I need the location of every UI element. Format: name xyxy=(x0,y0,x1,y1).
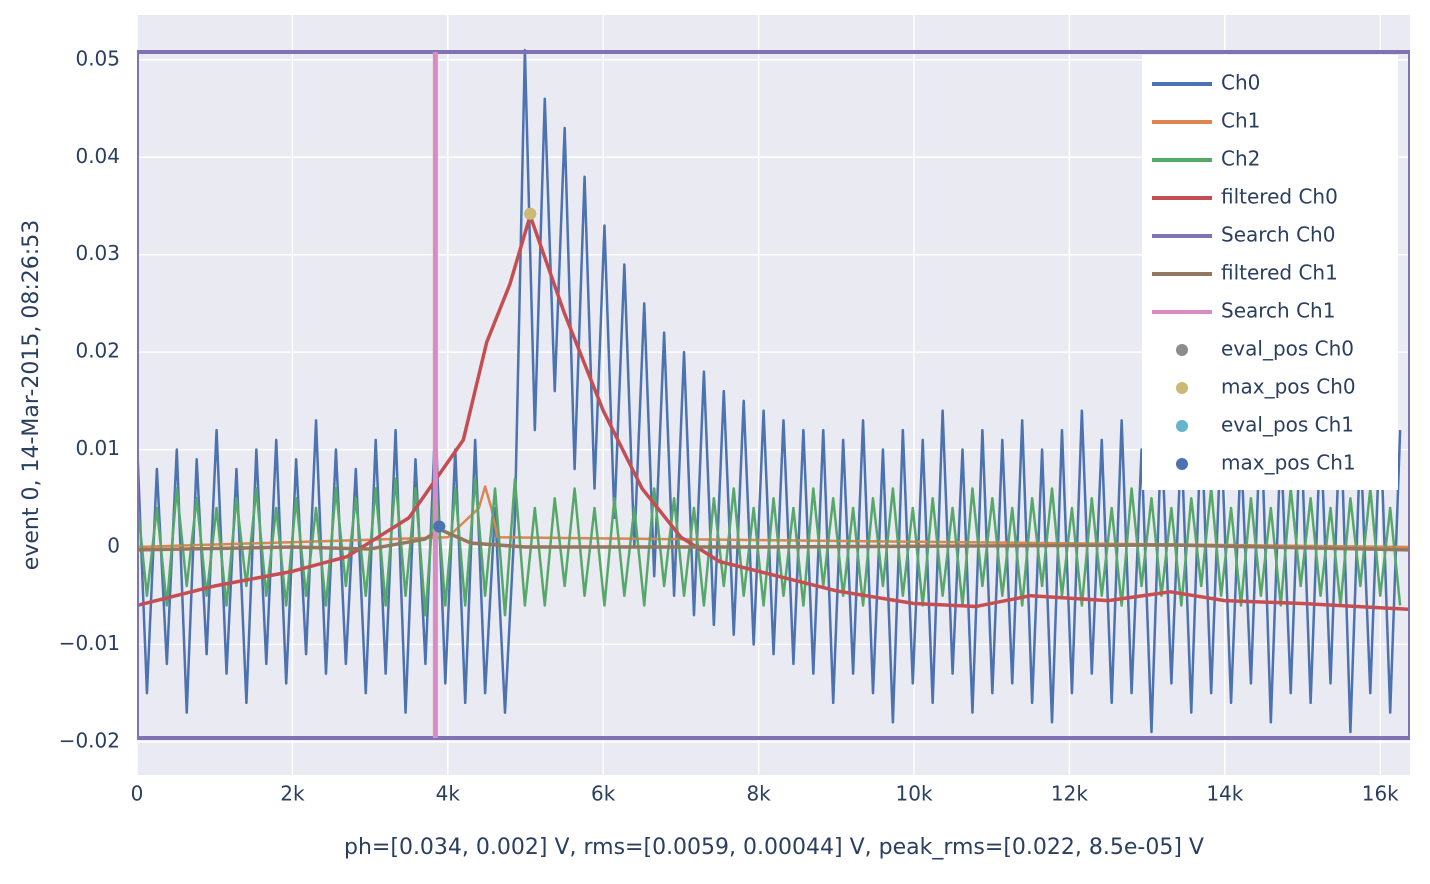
y-tick-label: −0.01 xyxy=(59,631,120,655)
x-tick-label: 0 xyxy=(131,782,144,806)
y-tick-label: 0 xyxy=(107,534,120,558)
marker xyxy=(524,207,537,220)
legend-symbol xyxy=(1176,420,1188,432)
legend-label: filtered Ch0 xyxy=(1221,185,1338,209)
legend-label: max_pos Ch1 xyxy=(1221,451,1356,475)
line-trace xyxy=(137,527,1410,552)
line-trace xyxy=(137,213,1410,612)
x-tick-label: 4k xyxy=(436,782,461,806)
marker xyxy=(433,520,446,533)
legend-label: Ch2 xyxy=(1221,147,1260,171)
x-tick-label: 2k xyxy=(280,782,305,806)
y-tick-label: −0.02 xyxy=(59,728,120,752)
y-tick-label: 0.03 xyxy=(75,241,120,265)
line-trace xyxy=(137,485,1410,549)
x-tick-label: 12k xyxy=(1051,782,1088,806)
y-tick-label: 0.01 xyxy=(75,436,120,460)
legend: Ch0 Ch1 Ch2 filtered Ch0 Search Ch0 filtered … xyxy=(1142,55,1398,490)
legend-label: Search Ch0 xyxy=(1221,223,1335,247)
legend-symbol xyxy=(1176,382,1188,394)
x-tick-label: 6k xyxy=(591,782,616,806)
traces xyxy=(137,48,1410,740)
x-axis-label: ph=[0.034, 0.002] V, rms=[0.0059, 0.0004… xyxy=(344,835,1204,860)
line-trace xyxy=(137,477,1402,617)
legend-symbol xyxy=(1176,458,1188,470)
legend-label: max_pos Ch0 xyxy=(1221,375,1356,399)
y-tick-label: 0.02 xyxy=(75,339,120,363)
line-trace xyxy=(137,48,1402,734)
x-tick-label: 14k xyxy=(1206,782,1243,806)
line-trace xyxy=(137,50,1410,740)
legend-label: Search Ch1 xyxy=(1221,299,1335,323)
x-tick-label: 16k xyxy=(1362,782,1399,806)
y-tick-label: 0.04 xyxy=(75,144,120,168)
y-tick-label: 0.05 xyxy=(75,46,120,70)
x-tick-label: 10k xyxy=(896,782,933,806)
legend-symbol xyxy=(1176,344,1188,356)
y-axis-label: event 0, 14-Mar-2015, 08:26:53 xyxy=(19,220,44,570)
legend-label: eval_pos Ch0 xyxy=(1221,337,1354,361)
x-tick-label: 8k xyxy=(746,782,771,806)
legend-label: filtered Ch1 xyxy=(1221,261,1338,285)
legend-label: eval_pos Ch1 xyxy=(1221,413,1354,437)
legend-label: Ch1 xyxy=(1221,109,1260,133)
legend-label: Ch0 xyxy=(1221,71,1260,95)
